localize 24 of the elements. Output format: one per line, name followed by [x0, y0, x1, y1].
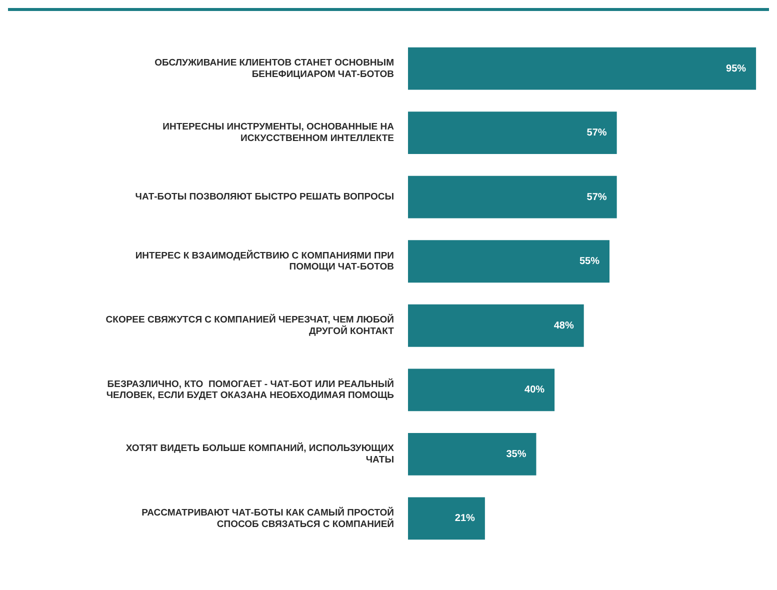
y-tick-label: БЕЗРАЗЛИЧНО, КТО ПОМОГАЕТ - ЧАТ-БОТ ИЛИ РЕАЛЬНЫЙ ЧЕЛОВЕК, ЕСЛИ БУДЕТ ОКАЗАНА НЕОБХОДИМАЯ ПОМОЩЬ: [106, 378, 394, 402]
data-label: 48%: [554, 320, 574, 332]
data-label: 57%: [586, 128, 607, 139]
y-tick-label: ХОТЯТ ВИДЕТЬ БОЛЬШЕ КОМПАНИЙ, ИСПОЛЬЗУЮЩИХ ЧАТЫ: [126, 442, 395, 466]
data-label: 95%: [726, 63, 746, 74]
y-tick-label: ИНТЕРЕСНЫ ИНСТРУМЕНТЫ, ОСНОВАННЫЕ НА ИСКУССТВЕННОМ ИНТЕЛЛЕКТЕ: [162, 122, 394, 144]
bar: [408, 432, 536, 476]
y-tick-label: СКОРЕЕ СВЯЖУТСЯ С КОМПАНИЕЙ ЧЕРЕЗЧАТ, ЧЕМ ЛЮБОЙ ДРУГОЙ КОНТАКТ: [106, 314, 394, 337]
bar: [408, 240, 610, 283]
data-label: 21%: [454, 513, 476, 524]
y-tick-label: РАССМАТРИВАЮТ ЧАТ-БОТЫ КАК САМЫЙ ПРОСТОЙ СПОСОБ СВЯЗАТЬСЯ С КОМПАНИЕЙ: [142, 506, 394, 530]
y-tick-label: ОБСЛУЖИВАНИЕ КЛИЕНТОВ СТАНЕТ ОСНОВНЫМ БЕНЕФИЦИАРОМ ЧАТ-БОТОВ: [154, 57, 394, 80]
bar: [408, 112, 617, 154]
data-label: 57%: [586, 192, 607, 203]
bar: [408, 47, 756, 90]
data-label: 35%: [506, 448, 526, 460]
y-tick-label: ИНТЕРЕС К ВЗАИМОДЕЙСТВИЮ С КОМПАНИЯМИ ПРИ ПОМОЩИ ЧАТ-БОТОВ: [135, 249, 394, 273]
bar: [408, 176, 617, 218]
y-tick-label: ЧАТ-БОТЫ ПОЗВОЛЯЮТ БЫСТРО РЕШАТЬ ВОПРОСЫ: [135, 192, 394, 203]
data-label: 40%: [524, 384, 545, 396]
bar: [408, 368, 555, 412]
data-label: 55%: [579, 256, 600, 268]
bar: [408, 497, 485, 540]
bar: [408, 304, 584, 347]
